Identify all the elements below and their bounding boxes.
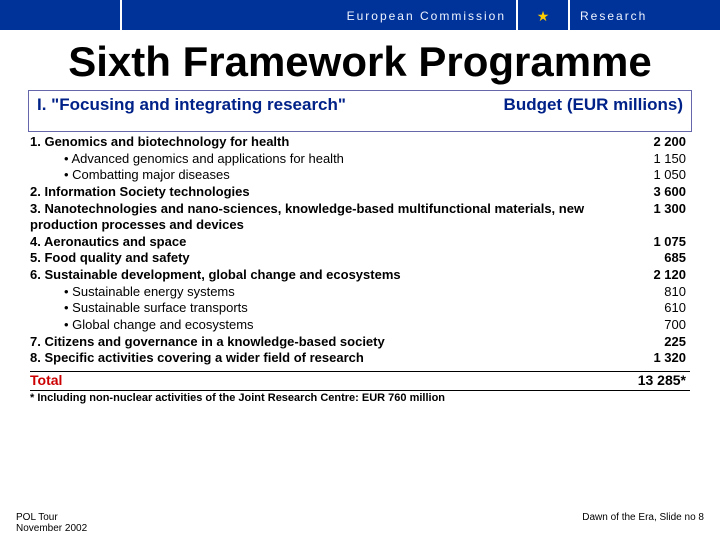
table-row: 2. Information Society technologies3 600 <box>30 184 690 201</box>
row-label: 2. Information Society technologies <box>30 184 606 201</box>
row-label: Combatting major diseases <box>30 167 606 184</box>
table-row: 5. Food quality and safety685 <box>30 250 690 267</box>
eu-flag-icon: ★ <box>518 0 568 30</box>
footnote: * Including non-nuclear activities of th… <box>30 390 690 404</box>
row-label: 6. Sustainable development, global chang… <box>30 267 606 284</box>
row-value: 2 120 <box>606 267 690 284</box>
table-row: Combatting major diseases1 050 <box>30 167 690 184</box>
row-label: Global change and ecosystems <box>30 317 606 334</box>
row-label: Sustainable energy systems <box>30 284 606 301</box>
total-label: Total <box>30 372 606 388</box>
total-row: Total 13 285* <box>30 372 690 388</box>
banner-label-right: Research <box>570 0 720 30</box>
banner-label-left: European Commission <box>122 0 516 30</box>
row-value: 700 <box>606 317 690 334</box>
table-row: Sustainable surface transports610 <box>30 300 690 317</box>
budget-table-body: 1. Genomics and biotechnology for health… <box>30 134 690 367</box>
table-row: 3. Nanotechnologies and nano-sciences, k… <box>30 201 690 234</box>
table-row: 1. Genomics and biotechnology for health… <box>30 134 690 151</box>
banner-block-left <box>0 0 120 30</box>
slide-footer: POL Tour November 2002 Dawn of the Era, … <box>0 512 720 534</box>
row-label: 5. Food quality and safety <box>30 250 606 267</box>
header-budget-label: Budget (EUR millions) <box>495 91 691 131</box>
row-label: Advanced genomics and applications for h… <box>30 151 606 168</box>
row-value: 810 <box>606 284 690 301</box>
row-label: 4. Aeronautics and space <box>30 234 606 251</box>
footer-date: November 2002 <box>16 523 87 534</box>
total-value: 13 285* <box>606 372 690 388</box>
footer-tour: POL Tour <box>16 512 87 523</box>
header-focus-label: I. "Focusing and integrating research" <box>29 91 495 131</box>
row-value: 3 600 <box>606 184 690 201</box>
row-label: 8. Specific activities covering a wider … <box>30 350 606 367</box>
page-title: Sixth Framework Programme <box>0 38 720 86</box>
footer-right: Dawn of the Era, Slide no 8 <box>582 512 704 534</box>
row-label: Sustainable surface transports <box>30 300 606 317</box>
flag-stars: ★ <box>537 8 550 25</box>
row-label: 7. Citizens and governance in a knowledg… <box>30 334 606 351</box>
table-header: I. "Focusing and integrating research" B… <box>28 90 692 132</box>
table-row: 8. Specific activities covering a wider … <box>30 350 690 367</box>
row-value: 225 <box>606 334 690 351</box>
row-value: 1 150 <box>606 151 690 168</box>
row-label: 1. Genomics and biotechnology for health <box>30 134 606 151</box>
table-row: 6. Sustainable development, global chang… <box>30 267 690 284</box>
table-row: Global change and ecosystems700 <box>30 317 690 334</box>
row-value: 1 050 <box>606 167 690 184</box>
row-value: 2 200 <box>606 134 690 151</box>
row-value: 685 <box>606 250 690 267</box>
table-row: Sustainable energy systems810 <box>30 284 690 301</box>
table-row: Advanced genomics and applications for h… <box>30 151 690 168</box>
row-value: 1 300 <box>606 201 690 234</box>
row-label: 3. Nanotechnologies and nano-sciences, k… <box>30 201 606 234</box>
table-row: 4. Aeronautics and space1 075 <box>30 234 690 251</box>
row-value: 1 075 <box>606 234 690 251</box>
row-value: 610 <box>606 300 690 317</box>
footer-left: POL Tour November 2002 <box>16 512 87 534</box>
top-banner: European Commission ★ Research <box>0 0 720 30</box>
row-value: 1 320 <box>606 350 690 367</box>
table-row: 7. Citizens and governance in a knowledg… <box>30 334 690 351</box>
